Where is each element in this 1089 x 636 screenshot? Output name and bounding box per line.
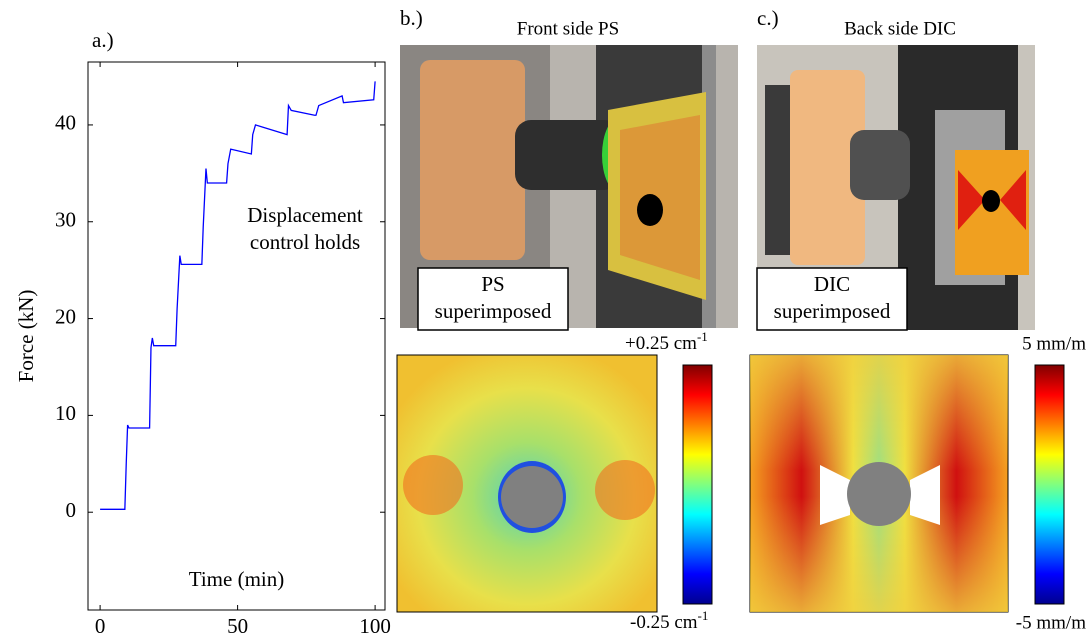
plot-frame bbox=[87, 61, 386, 611]
ps-map bbox=[396, 354, 658, 613]
annotation: control holds bbox=[250, 230, 360, 254]
panel-label: c.) bbox=[757, 6, 779, 30]
colorbar-label: +0.25 cm-1 bbox=[625, 329, 708, 354]
panel-label: b.) bbox=[400, 6, 423, 30]
panel-title: Front side PS bbox=[517, 18, 619, 39]
panel-title: Back side DIC bbox=[844, 18, 956, 39]
colorbar-dic bbox=[1034, 364, 1065, 605]
y-axis-label: Force (kN) bbox=[14, 290, 38, 383]
line bbox=[100, 81, 376, 510]
x-tick-label: 100 bbox=[359, 614, 391, 636]
x-axis-label: Time (min) bbox=[189, 567, 284, 591]
colorbar-label: -0.25 cm-1 bbox=[630, 608, 708, 633]
colorbar-ps bbox=[682, 364, 713, 605]
x-tick-label: 50 bbox=[227, 614, 248, 636]
label: -0.25 cm bbox=[630, 612, 698, 633]
y-tick-label: 10 bbox=[55, 401, 76, 425]
y-tick-label: 40 bbox=[55, 111, 76, 135]
x-tick-label: 0 bbox=[95, 614, 106, 636]
caption: DIC bbox=[814, 272, 850, 296]
caption: superimposed bbox=[774, 299, 891, 323]
label: +0.25 cm bbox=[625, 333, 697, 354]
caption: superimposed bbox=[435, 299, 552, 323]
y-tick-label: 20 bbox=[55, 304, 76, 328]
annotation: Displacement bbox=[247, 203, 363, 227]
dic-map bbox=[749, 354, 1009, 613]
panel-label: a.) bbox=[92, 28, 114, 52]
superscript: -1 bbox=[697, 329, 708, 344]
y-tick-label: 30 bbox=[55, 208, 76, 232]
photo-back bbox=[756, 45, 1035, 331]
photo-front bbox=[400, 45, 738, 331]
y-tick-label: 0 bbox=[66, 498, 77, 522]
superscript: -1 bbox=[698, 608, 709, 623]
colorbar-label: -5 mm/m bbox=[1016, 612, 1086, 633]
colorbar-label: 5 mm/m bbox=[1022, 333, 1086, 354]
caption: PS bbox=[481, 272, 504, 296]
